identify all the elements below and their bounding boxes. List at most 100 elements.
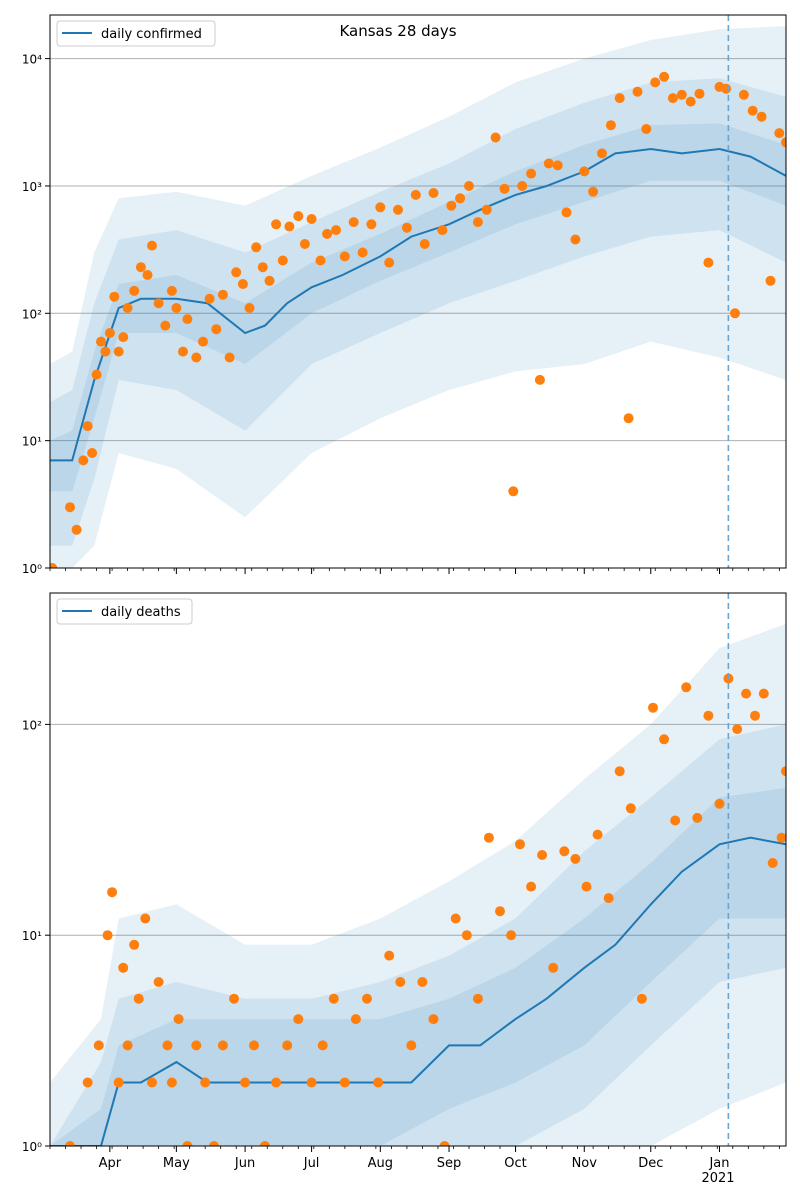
- confirmed-data-point: [543, 158, 554, 169]
- confirmed-data-point: [339, 251, 350, 262]
- deaths-data-point: [614, 766, 625, 777]
- confirmed-data-point: [730, 308, 740, 319]
- confirmed-data-point: [65, 502, 75, 513]
- confirmed-data-point: [375, 202, 386, 213]
- deaths-data-point: [306, 1077, 317, 1088]
- deaths-data-point: [122, 1040, 133, 1051]
- confirmed-data-point: [570, 234, 581, 245]
- confirmed-data-point: [82, 421, 93, 432]
- deaths-data-point: [350, 1014, 361, 1025]
- confirmed-data-point: [251, 242, 262, 253]
- confirmed-data-point: [428, 188, 439, 198]
- deaths-data-point: [153, 977, 164, 987]
- deaths-data-point: [776, 832, 786, 843]
- confirmed-data-point: [579, 166, 590, 177]
- confirmed-data-point: [244, 303, 255, 313]
- confirmed-data-point: [437, 225, 448, 236]
- deaths-data-point: [166, 1077, 177, 1088]
- confirmed-data-point: [641, 124, 652, 134]
- deaths-grid: [50, 723, 786, 936]
- deaths-data-point: [129, 939, 140, 950]
- deaths-data-point: [570, 853, 581, 864]
- deaths-data-point: [625, 803, 636, 814]
- confirmed-legend: daily confirmed: [56, 20, 216, 47]
- x-tick-label: Oct: [504, 1156, 526, 1171]
- confirmed-y-tick-label: 10¹: [22, 435, 42, 449]
- confirmed-data-point: [552, 160, 563, 171]
- confirmed-data-point: [113, 346, 124, 357]
- confirmed-data-point: [738, 89, 749, 100]
- confirmed-data-point: [534, 374, 545, 385]
- confirmed-data-point: [171, 303, 182, 313]
- deaths-data-point: [450, 913, 461, 924]
- deaths-data-point: [173, 1014, 184, 1025]
- deaths-data-point: [750, 710, 760, 721]
- deaths-data-point: [260, 1141, 270, 1146]
- deaths-y-tick-label: 10²: [22, 718, 42, 732]
- confirmed-data-point: [122, 303, 133, 313]
- confirmed-data-point: [393, 204, 403, 215]
- deaths-data-point: [271, 1077, 282, 1088]
- confirmed-data-point: [499, 183, 510, 194]
- confirmed-points: [50, 71, 786, 568]
- deaths-data-point: [714, 798, 725, 809]
- confirmed-data-point: [481, 204, 492, 215]
- deaths-data-point: [483, 832, 494, 843]
- deaths-data-point: [240, 1077, 251, 1088]
- deaths-data-point: [417, 977, 428, 987]
- x-tick-label: Dec: [638, 1156, 663, 1171]
- deaths-legend: daily deaths: [56, 598, 193, 625]
- confirmed-data-point: [446, 200, 457, 211]
- confirmed-data-point: [331, 225, 341, 236]
- confirmed-data-point: [348, 217, 359, 228]
- confirmed-legend-box: [56, 20, 216, 47]
- confirmed-legend-label: daily confirmed: [101, 27, 202, 42]
- chart-title: Kansas 28 days: [339, 22, 456, 40]
- deaths-data-point: [495, 906, 505, 917]
- confirmed-data-point: [147, 240, 157, 251]
- confirmed-line-layer: [50, 147, 786, 462]
- deaths-data-point: [526, 881, 537, 892]
- x-tick-label: Sep: [437, 1156, 462, 1171]
- deaths-data-point: [328, 993, 339, 1004]
- confirmed-data-point: [231, 267, 242, 278]
- deaths-data-point: [362, 993, 372, 1004]
- deaths-data-point: [472, 993, 483, 1004]
- confirmed-data-point: [315, 255, 326, 266]
- confirmed-data-point: [605, 120, 616, 131]
- confirmed-data-point: [277, 255, 288, 266]
- deaths-data-point: [317, 1040, 328, 1051]
- deaths-data-point: [439, 1141, 450, 1146]
- deaths-data-point: [758, 688, 769, 699]
- deaths-bands: [50, 623, 786, 1146]
- confirmed-data-point: [703, 257, 714, 268]
- x-tick-label: Jan: [708, 1156, 729, 1171]
- deaths-data-point: [162, 1040, 173, 1051]
- deaths-data-point: [406, 1040, 417, 1051]
- deaths-x-axis: Apr May Jun Jul Aug Sep Oct Nov Dec Jan: [49, 1146, 780, 1171]
- deaths-data-point: [373, 1077, 384, 1088]
- confirmed-data-point: [357, 247, 368, 258]
- deaths-data-point: [384, 950, 395, 961]
- deaths-data-point: [107, 887, 118, 898]
- deaths-line-layer: [50, 836, 786, 1146]
- deaths-data-point: [781, 766, 786, 777]
- confirmed-data-point: [182, 314, 193, 325]
- confirmed-data-point: [588, 186, 599, 197]
- deaths-y-tick-label: 10¹: [22, 929, 42, 943]
- deaths-data-point: [82, 1077, 93, 1088]
- confirmed-data-point: [100, 346, 111, 357]
- deaths-data-point: [102, 930, 113, 941]
- deaths-data-point: [581, 881, 592, 892]
- deaths-data-point: [249, 1040, 259, 1051]
- confirmed-data-point: [464, 181, 474, 191]
- confirmed-data-point: [632, 86, 643, 97]
- deaths-data-point: [428, 1014, 439, 1025]
- x-tick-label: Apr: [99, 1156, 122, 1171]
- confirmed-data-point: [211, 324, 222, 335]
- confirmed-data-point: [96, 336, 106, 347]
- confirmed-data-point: [104, 328, 115, 338]
- deaths-data-point: [113, 1077, 124, 1088]
- confirmed-y-axis: 10⁰ 10¹ 10² 10³ 10⁴: [22, 53, 50, 576]
